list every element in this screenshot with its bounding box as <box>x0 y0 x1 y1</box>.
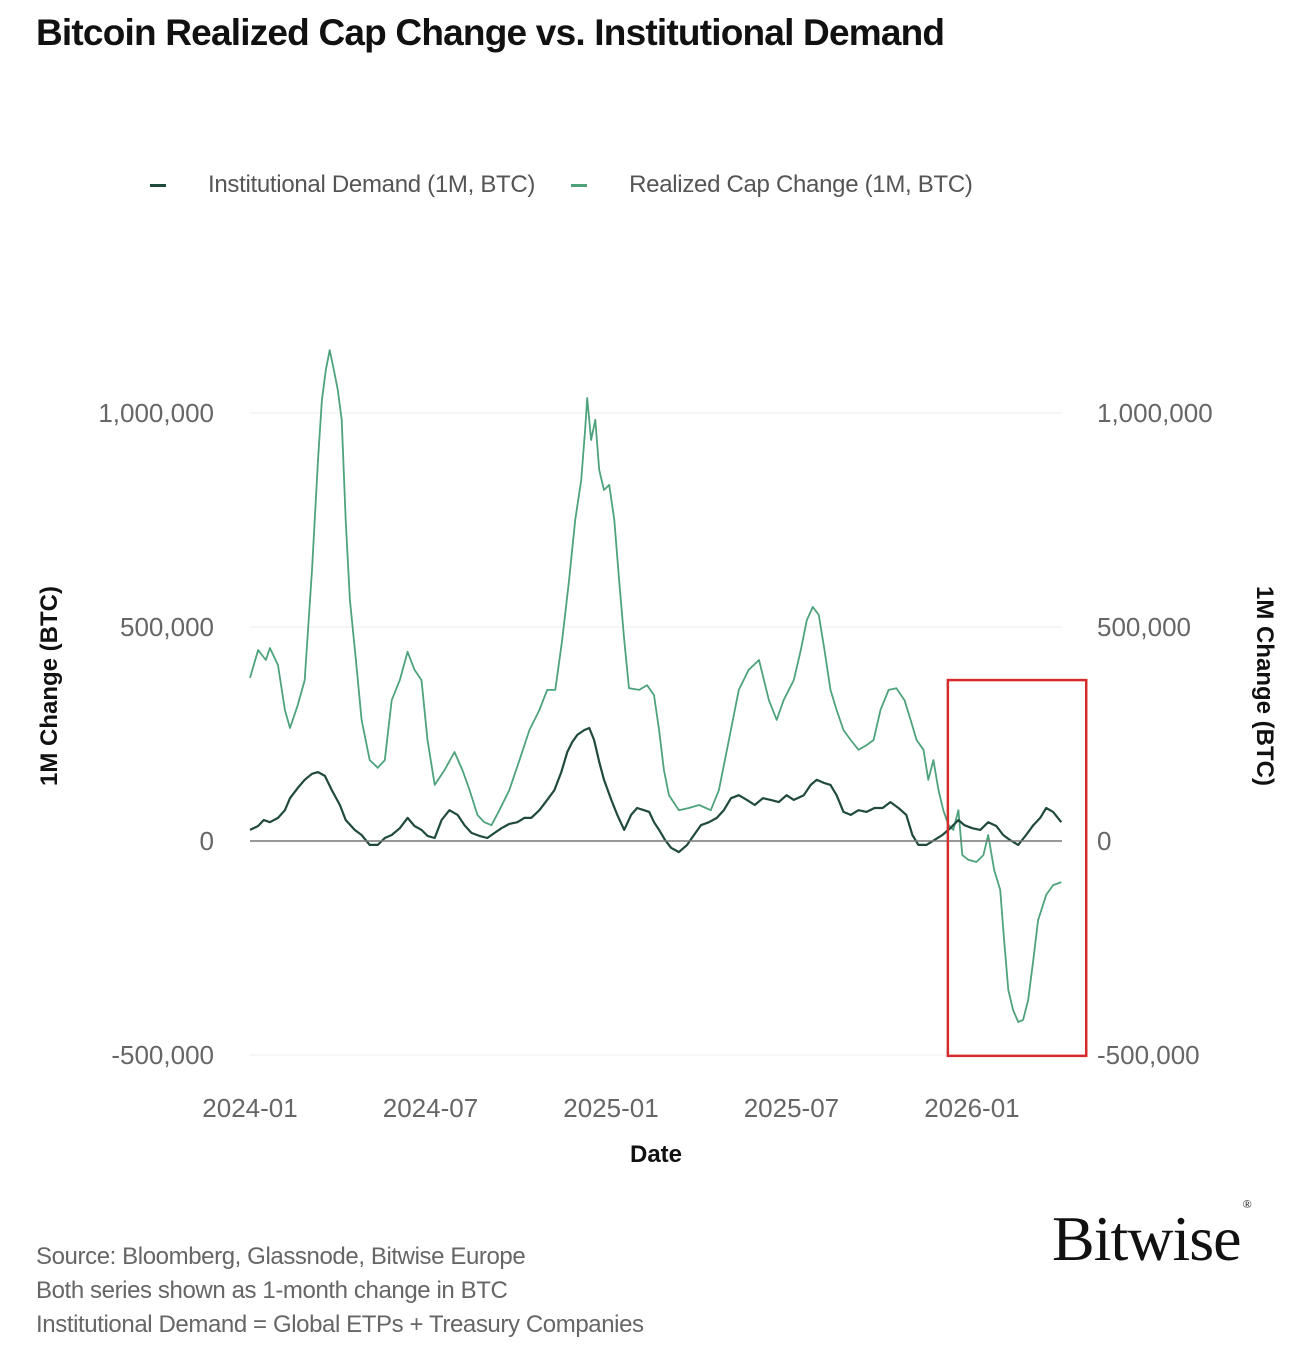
x-tick-label: 2026-01 <box>924 1093 1019 1123</box>
legend-swatch-realized <box>571 183 588 187</box>
y-tick-label-right: 0 <box>1097 826 1111 856</box>
x-axis-title: Date <box>630 1141 682 1168</box>
series-line-realized-cap-change <box>249 349 1062 1023</box>
footer-note-series: Both series shown as 1-month change in B… <box>36 1277 508 1304</box>
y-tick-label-left: -500,000 <box>111 1040 214 1070</box>
legend-label-realized: Realized Cap Change (1M, BTC) <box>629 171 973 198</box>
y-axis-right: 1,000,000 500,000 0 -500,000 <box>1097 398 1213 1070</box>
chart-title: Bitcoin Realized Cap Change vs. Institut… <box>36 12 945 53</box>
legend-item-realized[interactable]: Realized Cap Change (1M, BTC) <box>571 171 973 199</box>
legend-label-institutional: Institutional Demand (1M, BTC) <box>208 171 536 198</box>
y-tick-label-left: 1,000,000 <box>98 398 214 428</box>
y-tick-label-left: 500,000 <box>120 612 214 642</box>
logo-text: Bitwise <box>1052 1203 1242 1274</box>
legend-item-institutional[interactable]: Institutional Demand (1M, BTC) <box>150 171 535 199</box>
series-lines <box>249 349 1063 1023</box>
highlight-box <box>946 678 1088 1058</box>
gridlines <box>250 412 1062 1056</box>
annotations <box>946 678 1088 1058</box>
footer-notes: Source: Bloomberg, Glassnode, Bitwise Eu… <box>36 1240 644 1342</box>
footer-note-definition: Institutional Demand = Global ETPs + Tre… <box>36 1311 644 1338</box>
registered-mark: ® <box>1242 1196 1252 1211</box>
x-tick-label: 2024-01 <box>202 1093 297 1123</box>
footer-source: Source: Bloomberg, Glassnode, Bitwise Eu… <box>36 1243 526 1270</box>
y-axis-title-left: 1M Change (BTC) <box>36 586 63 786</box>
x-tick-label: 2024-07 <box>383 1093 478 1123</box>
legend-swatch-institutional <box>150 183 166 187</box>
y-axis-left: 1,000,000 500,000 0 -500,000 <box>98 398 214 1070</box>
bitwise-logo: Bitwise ® <box>1052 1197 1252 1276</box>
x-tick-label: 2025-01 <box>563 1093 658 1123</box>
y-axis-title-right: 1M Change (BTC) <box>1251 586 1278 786</box>
y-tick-label-left: 0 <box>200 826 214 856</box>
y-tick-label-right: 500,000 <box>1097 612 1191 642</box>
x-tick-label: 2025-07 <box>744 1093 839 1123</box>
y-tick-label-right: 1,000,000 <box>1097 398 1213 428</box>
x-axis: 2024-01 2024-07 2025-01 2025-07 2026-01 <box>202 1093 1019 1123</box>
y-tick-label-right: -500,000 <box>1097 1040 1200 1070</box>
legend: Institutional Demand (1M, BTC) Realized … <box>150 168 1009 202</box>
series-line-institutional-demand <box>249 726 1063 854</box>
